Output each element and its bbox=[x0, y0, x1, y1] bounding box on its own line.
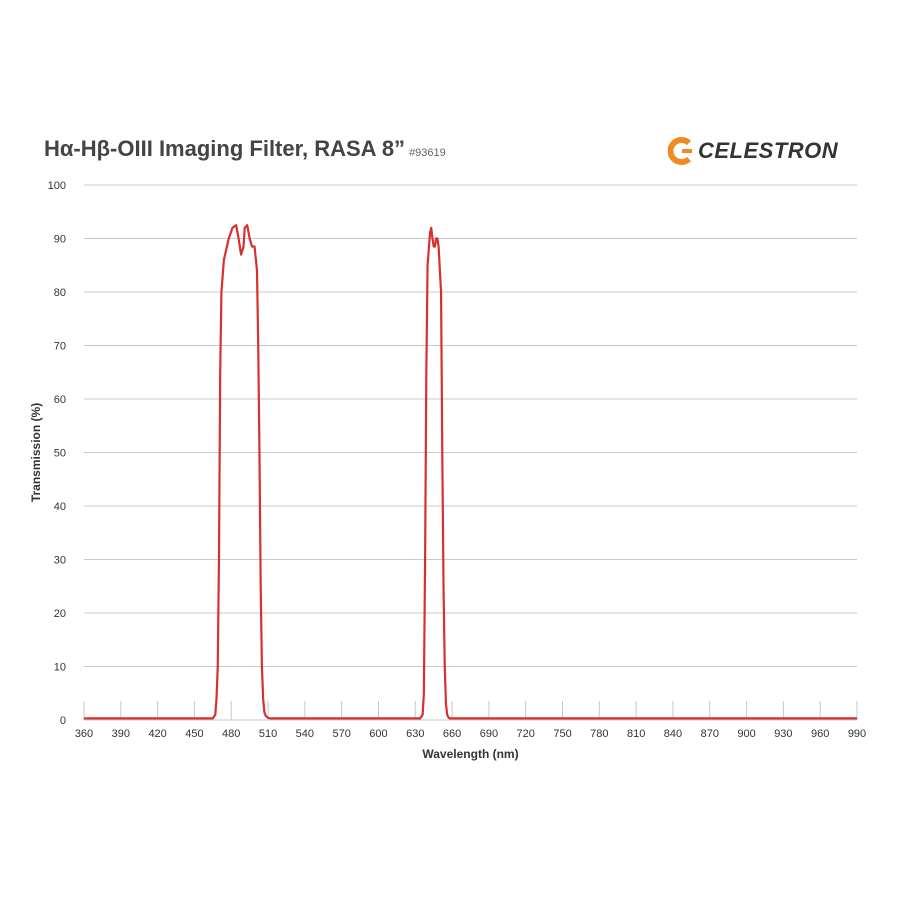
grid-layer bbox=[84, 184, 857, 721]
x-tick-label-960: 960 bbox=[811, 728, 829, 740]
y-tick-label-100: 100 bbox=[48, 180, 66, 192]
y-tick-label-40: 40 bbox=[54, 501, 66, 513]
x-tick-label-600: 600 bbox=[369, 728, 387, 740]
x-axis-label: Wavelength (nm) bbox=[422, 747, 518, 761]
celestron-logo-icon bbox=[668, 137, 692, 165]
x-tick-label-450: 450 bbox=[185, 728, 203, 740]
y-tick-labels: 0 10 20 30 40 50 60 70 80 90 100 bbox=[48, 180, 66, 727]
x-tick-label-870: 870 bbox=[701, 728, 719, 740]
logo-text: CELESTRON bbox=[698, 138, 839, 163]
x-tick-label-660: 660 bbox=[443, 728, 461, 740]
y-tick-label-90: 90 bbox=[54, 234, 66, 246]
y-tick-label-70: 70 bbox=[54, 341, 66, 353]
x-tick-label-930: 930 bbox=[774, 728, 792, 740]
y-tick-label-60: 60 bbox=[54, 394, 66, 406]
x-tick-label-480: 480 bbox=[222, 728, 240, 740]
x-tick-label-360: 360 bbox=[75, 728, 93, 740]
x-tick-label-750: 750 bbox=[553, 728, 571, 740]
chart-title: Hα-Hβ-OIII Imaging Filter, RASA 8” #93619 bbox=[44, 136, 446, 162]
x-tick-label-780: 780 bbox=[590, 728, 608, 740]
y-tick-label-30: 30 bbox=[54, 555, 66, 567]
y-tick-label-0: 0 bbox=[60, 715, 66, 727]
x-tick-label-990: 990 bbox=[848, 728, 866, 740]
x-tick-label-720: 720 bbox=[517, 728, 535, 740]
x-tick-label-540: 540 bbox=[296, 728, 314, 740]
y-tick-label-10: 10 bbox=[54, 662, 66, 674]
x-tick-label-570: 570 bbox=[332, 728, 350, 740]
celestron-logo: CELESTRON bbox=[668, 134, 838, 168]
x-tick-label-420: 420 bbox=[148, 728, 166, 740]
y-tick-label-80: 80 bbox=[54, 287, 66, 299]
y-tick-label-50: 50 bbox=[54, 448, 66, 460]
series-line bbox=[84, 224, 857, 720]
x-tick-label-690: 690 bbox=[480, 728, 498, 740]
chart-title-text: Hα-Hβ-OIII Imaging Filter, RASA 8” bbox=[44, 136, 406, 161]
x-tick-label-810: 810 bbox=[627, 728, 645, 740]
part-number: #93619 bbox=[409, 147, 446, 159]
x-tick-marks bbox=[83, 701, 858, 720]
x-tick-labels: 360 390 420 450 480 510 540 570 600 630 660 690 720 7… bbox=[75, 728, 866, 740]
x-tick-label-510: 510 bbox=[259, 728, 277, 740]
x-tick-label-900: 900 bbox=[737, 728, 755, 740]
y-axis-label: Transmission (%) bbox=[29, 403, 43, 502]
x-tick-label-630: 630 bbox=[406, 728, 424, 740]
x-tick-label-390: 390 bbox=[112, 728, 130, 740]
y-tick-label-20: 20 bbox=[54, 608, 66, 620]
x-tick-label-840: 840 bbox=[664, 728, 682, 740]
